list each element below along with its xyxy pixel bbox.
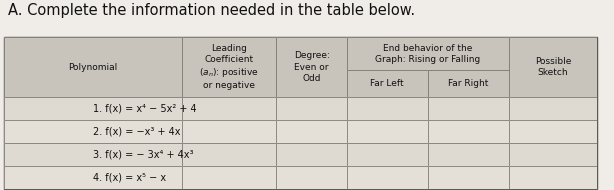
Bar bbox=[182, 120, 276, 143]
Text: 3. f(x) = − 3x⁴ + 4x³: 3. f(x) = − 3x⁴ + 4x³ bbox=[93, 150, 193, 160]
Bar bbox=[428, 70, 509, 97]
Bar bbox=[4, 120, 182, 143]
Bar bbox=[276, 166, 347, 189]
Bar bbox=[509, 97, 597, 120]
Bar bbox=[182, 37, 276, 97]
Bar bbox=[428, 143, 509, 166]
Bar bbox=[509, 37, 597, 97]
Bar bbox=[276, 37, 347, 97]
Bar bbox=[4, 37, 182, 97]
Bar bbox=[347, 166, 428, 189]
Bar bbox=[509, 143, 597, 166]
Bar bbox=[347, 70, 428, 97]
Bar bbox=[4, 120, 182, 143]
Bar bbox=[347, 70, 428, 97]
Bar bbox=[509, 37, 597, 97]
Bar bbox=[276, 97, 347, 120]
Bar bbox=[428, 166, 509, 189]
Bar bbox=[4, 166, 182, 189]
Text: End behavior of the
Graph: Rising or Falling: End behavior of the Graph: Rising or Fal… bbox=[375, 44, 480, 64]
Bar bbox=[276, 143, 347, 166]
Bar bbox=[428, 120, 509, 143]
Bar bbox=[4, 97, 182, 120]
Bar bbox=[509, 97, 597, 120]
Bar bbox=[276, 120, 347, 143]
Text: A. Complete the information needed in the table below.: A. Complete the information needed in th… bbox=[7, 3, 414, 18]
Bar bbox=[276, 37, 347, 97]
Bar bbox=[428, 97, 509, 120]
Bar bbox=[428, 166, 509, 189]
Bar bbox=[182, 166, 276, 189]
Text: Far Right: Far Right bbox=[448, 79, 488, 88]
Bar bbox=[428, 120, 509, 143]
Bar bbox=[509, 120, 597, 143]
Bar bbox=[182, 97, 276, 120]
Bar bbox=[428, 97, 509, 120]
Text: Possible
Sketch: Possible Sketch bbox=[535, 57, 571, 77]
Bar bbox=[509, 166, 597, 189]
Text: Far Left: Far Left bbox=[370, 79, 404, 88]
Bar bbox=[509, 166, 597, 189]
Bar bbox=[182, 37, 276, 97]
Bar bbox=[276, 120, 347, 143]
Text: 4. f(x) = x⁵ − x: 4. f(x) = x⁵ − x bbox=[93, 173, 166, 183]
Bar bbox=[347, 120, 428, 143]
Bar bbox=[347, 97, 428, 120]
Text: Degree:
Even or
Odd: Degree: Even or Odd bbox=[293, 51, 330, 83]
Bar bbox=[276, 143, 347, 166]
Bar bbox=[182, 166, 276, 189]
Bar bbox=[347, 166, 428, 189]
Bar bbox=[182, 143, 276, 166]
Bar bbox=[276, 97, 347, 120]
Text: Polynomial: Polynomial bbox=[68, 63, 118, 71]
Bar bbox=[182, 143, 276, 166]
Bar bbox=[347, 143, 428, 166]
Bar bbox=[4, 143, 182, 166]
Bar bbox=[347, 37, 509, 70]
Bar bbox=[428, 143, 509, 166]
Bar bbox=[509, 120, 597, 143]
Bar bbox=[347, 120, 428, 143]
Bar bbox=[509, 143, 597, 166]
Bar bbox=[182, 97, 276, 120]
Bar bbox=[347, 143, 428, 166]
Bar bbox=[428, 70, 509, 97]
Text: 1. f(x) = x⁴ − 5x² + 4: 1. f(x) = x⁴ − 5x² + 4 bbox=[93, 103, 196, 113]
Bar bbox=[4, 143, 182, 166]
Text: 2. f(x) = −x³ + 4x: 2. f(x) = −x³ + 4x bbox=[93, 127, 181, 137]
Bar bbox=[4, 37, 182, 97]
Bar bbox=[4, 166, 182, 189]
Bar bbox=[182, 120, 276, 143]
Bar bbox=[276, 166, 347, 189]
Bar bbox=[4, 97, 182, 120]
Text: Leading
Coefficient
$(a_n)$: positive
or negative: Leading Coefficient $(a_n)$: positive or… bbox=[200, 44, 259, 90]
Bar bbox=[347, 37, 509, 70]
Bar bbox=[347, 97, 428, 120]
